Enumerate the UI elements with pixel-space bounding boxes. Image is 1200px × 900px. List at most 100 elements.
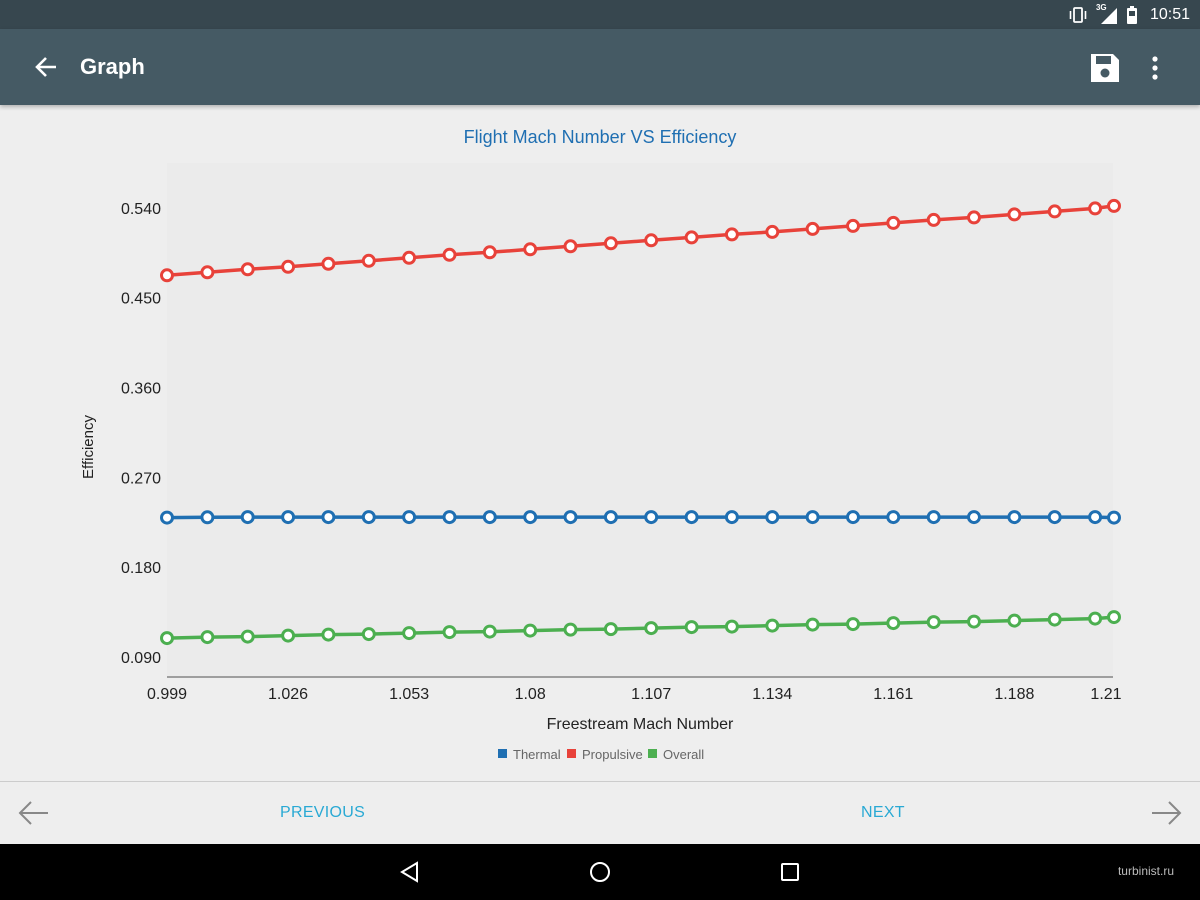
data-point-propulsive	[563, 239, 578, 254]
data-point-overall	[523, 623, 538, 638]
data-point-thermal	[724, 510, 739, 525]
data-point-propulsive	[1007, 207, 1022, 222]
previous-button[interactable]: PREVIOUS	[280, 804, 366, 821]
data-point-thermal	[361, 510, 376, 525]
app-bar: Graph	[0, 29, 1200, 105]
data-point-propulsive	[361, 253, 376, 268]
x-tick-label: 1.08	[515, 686, 546, 703]
data-point-overall	[886, 616, 901, 631]
data-point-propulsive	[281, 259, 296, 274]
x-tick-label: 0.999	[147, 686, 187, 703]
next-arrow-icon[interactable]	[1150, 798, 1184, 828]
data-point-overall	[563, 622, 578, 637]
system-recents-icon[interactable]	[778, 860, 802, 884]
x-tick-label: 1.026	[268, 686, 308, 703]
data-point-thermal	[160, 510, 174, 525]
data-point-thermal	[402, 510, 417, 525]
data-point-overall	[846, 617, 860, 632]
data-point-thermal	[805, 510, 820, 525]
data-point-propulsive	[160, 268, 174, 283]
x-tick-label: 1.161	[873, 686, 913, 703]
data-point-overall	[1088, 611, 1103, 626]
plot-layer: 0.090 0.180 0.270 0.360 0.450 0.540 0.999 1.026…	[121, 198, 1122, 703]
data-point-overall	[1107, 610, 1121, 625]
data-point-thermal	[1088, 510, 1103, 525]
chart-legend: Thermal Propulsive Overall	[498, 747, 704, 762]
data-point-propulsive	[805, 221, 820, 236]
x-tick-label: 1.107	[631, 686, 671, 703]
x-tick-label: 1.053	[389, 686, 429, 703]
data-point-thermal	[482, 510, 497, 525]
data-point-propulsive	[926, 212, 941, 227]
data-point-propulsive	[523, 242, 538, 257]
system-home-icon[interactable]	[588, 860, 612, 884]
legend-swatch-thermal	[498, 749, 507, 758]
data-point-thermal	[926, 510, 941, 525]
y-tick-label: 0.270	[121, 470, 161, 487]
data-point-propulsive	[482, 245, 497, 260]
bottom-bar: PREVIOUS NEXT	[0, 781, 1200, 845]
data-point-thermal	[563, 510, 578, 525]
data-point-overall	[603, 622, 618, 637]
data-point-propulsive	[603, 236, 618, 251]
data-point-overall	[1007, 613, 1022, 628]
data-point-propulsive	[1107, 198, 1121, 213]
data-point-overall	[402, 626, 417, 641]
x-tick-label: 1.21	[1090, 686, 1121, 703]
save-icon[interactable]	[1088, 51, 1122, 85]
data-point-propulsive	[886, 215, 901, 230]
status-icons: 3G 10:51	[1068, 0, 1190, 29]
data-point-propulsive	[684, 230, 699, 245]
cell-signal-icon: 3G	[1095, 2, 1118, 25]
x-tick-label: 1.134	[752, 686, 792, 703]
legend-swatch-overall	[648, 749, 657, 758]
previous-arrow-icon[interactable]	[16, 798, 50, 828]
data-point-overall	[240, 629, 255, 644]
data-point-thermal	[321, 510, 336, 525]
data-point-propulsive	[846, 218, 860, 233]
vibrate-icon	[1069, 6, 1087, 23]
data-point-overall	[442, 625, 457, 640]
data-point-propulsive	[321, 256, 336, 271]
plot-background	[167, 163, 1113, 677]
data-point-overall	[644, 621, 659, 636]
system-nav-bar: turbinist.ru	[0, 844, 1200, 900]
data-point-overall	[482, 624, 497, 639]
data-point-thermal	[200, 510, 215, 525]
data-point-thermal	[765, 510, 780, 525]
data-point-thermal	[886, 510, 901, 525]
next-button[interactable]: NEXT	[861, 804, 905, 821]
data-point-propulsive	[1047, 204, 1062, 219]
legend-label-overall: Overall	[663, 747, 704, 762]
y-axis-label: Efficiency	[80, 415, 97, 479]
y-tick-label: 0.180	[121, 560, 161, 577]
data-point-overall	[926, 615, 941, 630]
data-point-thermal	[1107, 510, 1121, 525]
efficiency-chart: Flight Mach Number VS Efficiency 0.0900.…	[80, 127, 1122, 762]
network-label: 3G	[1095, 2, 1107, 12]
y-tick-label: 0.360	[121, 381, 161, 398]
data-point-thermal	[240, 510, 255, 525]
chart-area: Flight Mach Number VS Efficiency 0.090 0.…	[0, 105, 1200, 781]
data-point-thermal	[603, 510, 618, 525]
data-point-thermal	[684, 510, 699, 525]
data-point-propulsive	[402, 250, 417, 265]
data-point-overall	[765, 618, 780, 633]
data-point-overall	[361, 627, 376, 642]
system-back-icon[interactable]	[398, 860, 422, 884]
data-point-overall	[805, 617, 820, 632]
y-tick-label: 0.090	[121, 650, 161, 667]
back-arrow-icon[interactable]	[30, 51, 62, 83]
data-point-thermal	[523, 510, 538, 525]
y-tick-label: 0.450	[121, 291, 161, 308]
legend-label-propulsive: Propulsive	[582, 747, 643, 762]
overflow-menu-icon[interactable]	[1140, 51, 1170, 85]
data-point-propulsive	[240, 262, 255, 277]
data-point-overall	[684, 620, 699, 635]
data-point-propulsive	[1088, 201, 1103, 216]
watermark: turbinist.ru	[1117, 864, 1174, 878]
y-tick-label: 0.540	[121, 201, 161, 218]
battery-icon	[1126, 5, 1137, 24]
data-point-thermal	[967, 510, 981, 525]
page-title: Graph	[80, 54, 145, 79]
